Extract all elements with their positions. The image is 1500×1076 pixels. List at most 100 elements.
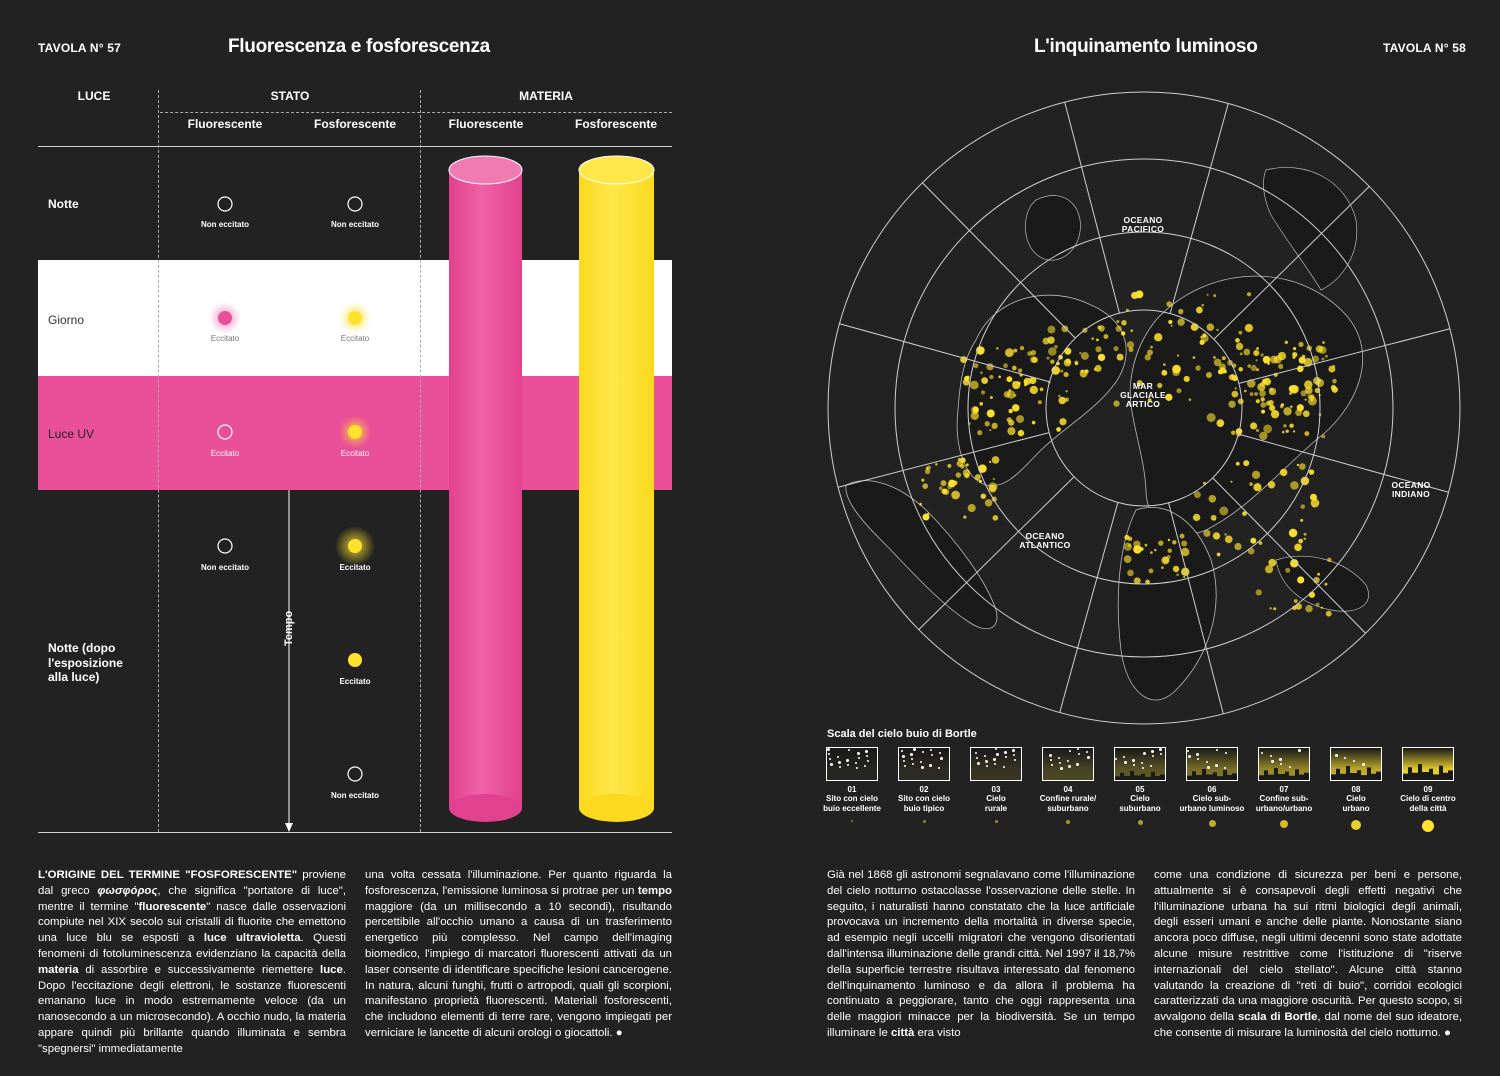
light-dot [1216,328,1219,331]
star [1004,751,1007,754]
star [1143,752,1146,755]
star [864,765,866,767]
light-dot [1206,293,1209,296]
light-dot [1115,325,1122,332]
light-dot [973,363,979,369]
star [1261,752,1263,754]
dot-label: Non eccitato [200,220,249,229]
light-dot [1065,390,1068,393]
star [1133,764,1135,766]
light-dot [1167,548,1172,553]
light-dot [1305,604,1313,613]
star [902,755,905,758]
bortle-sky-swatch [898,747,950,781]
bortle-number: 05 [1135,785,1145,794]
light-dot [1166,301,1173,307]
light-dot [952,480,958,486]
bortle-level-05: 05 Cielo suburbano [1104,747,1176,825]
star [1187,750,1189,752]
city-skyline [1187,769,1237,780]
light-dot [970,411,979,420]
bortle-level-03: 03 Cielo rurale [960,747,1032,823]
star [977,762,980,765]
star [1142,767,1144,769]
star [995,748,997,750]
light-dot [1206,413,1216,423]
light-dot [1091,337,1094,340]
light-dot [1054,345,1058,349]
light-dot [1192,513,1201,522]
light-dot [1047,336,1055,344]
light-dot [1136,380,1143,387]
light-dot [1259,390,1266,397]
page-number-left: TAVOLA N° 57 [38,41,121,55]
light-dot [1127,569,1134,577]
light-dot [1250,364,1257,372]
light-dot [1285,429,1289,433]
light-dot [1177,318,1185,326]
light-dot [1123,555,1132,563]
star [1058,757,1060,759]
light-dot [943,488,950,496]
light-dot [1273,355,1282,364]
keyword: scala di Bortle [1237,1011,1318,1024]
star [827,748,830,751]
body-text: maggiore (da un millisecondo a 10 second… [365,900,672,1039]
light-dot [1161,369,1168,376]
light-dot [1148,568,1154,574]
light-dot [1113,345,1119,352]
light-dot [1008,419,1015,426]
light-dot [1260,397,1265,402]
bortle-brightness-dot [1208,820,1216,827]
light-dot [1183,375,1190,382]
meridian-line [837,432,1050,488]
column-header-luce: LUCE [77,89,111,103]
light-dot [1192,356,1196,359]
light-dot [1332,378,1337,384]
light-dot [1265,400,1271,406]
light-dot [1315,345,1324,353]
light-dot [1288,528,1298,538]
light-dot [1179,533,1185,539]
light-dot [1183,576,1186,579]
body-text: di assorbire e successivamente riemetter… [78,963,321,976]
light-dot [992,515,999,521]
column-header-materia: MATERIA [519,89,573,103]
light-dot [1144,354,1151,361]
light-dot [1048,347,1057,356]
cylinder-fluorescente-body [449,170,522,808]
light-dot [1254,392,1258,396]
bortle-brightness-dot [1280,820,1288,828]
light-dot [947,463,952,468]
light-dot [980,493,987,499]
keyword: materia [38,963,79,976]
light-dot [1056,427,1061,432]
map-label-pacifico: OCEANO PACIFICO [1121,215,1165,234]
light-dot [1269,404,1276,412]
light-dot [1206,323,1215,331]
light-dot [1290,405,1293,408]
light-dot [1013,348,1018,353]
light-dot [1005,348,1014,358]
light-dot [1050,359,1055,364]
keyword: luce ultravioletta [203,932,301,945]
light-dot [1296,404,1304,412]
meridian-line [1064,101,1120,314]
star [1132,759,1135,762]
map-label-artico: MAR GLACIALE ARTICO [1120,381,1166,409]
star [929,764,932,767]
cylinder-fosforescente-body [579,170,654,808]
bortle-brightness-dot [851,820,853,822]
light-dot [1321,357,1325,361]
light-dot [1299,463,1306,470]
light-dot [1244,323,1253,333]
light-dot [1157,382,1163,389]
light-dot [1297,576,1305,584]
bortle-sky-swatch [826,747,878,781]
dot-label: Eccitato [340,449,370,458]
light-dot [1238,367,1243,372]
light-dot [1096,338,1099,342]
star [1076,763,1079,766]
landmass-eurasia [1129,275,1363,535]
star [922,751,924,753]
